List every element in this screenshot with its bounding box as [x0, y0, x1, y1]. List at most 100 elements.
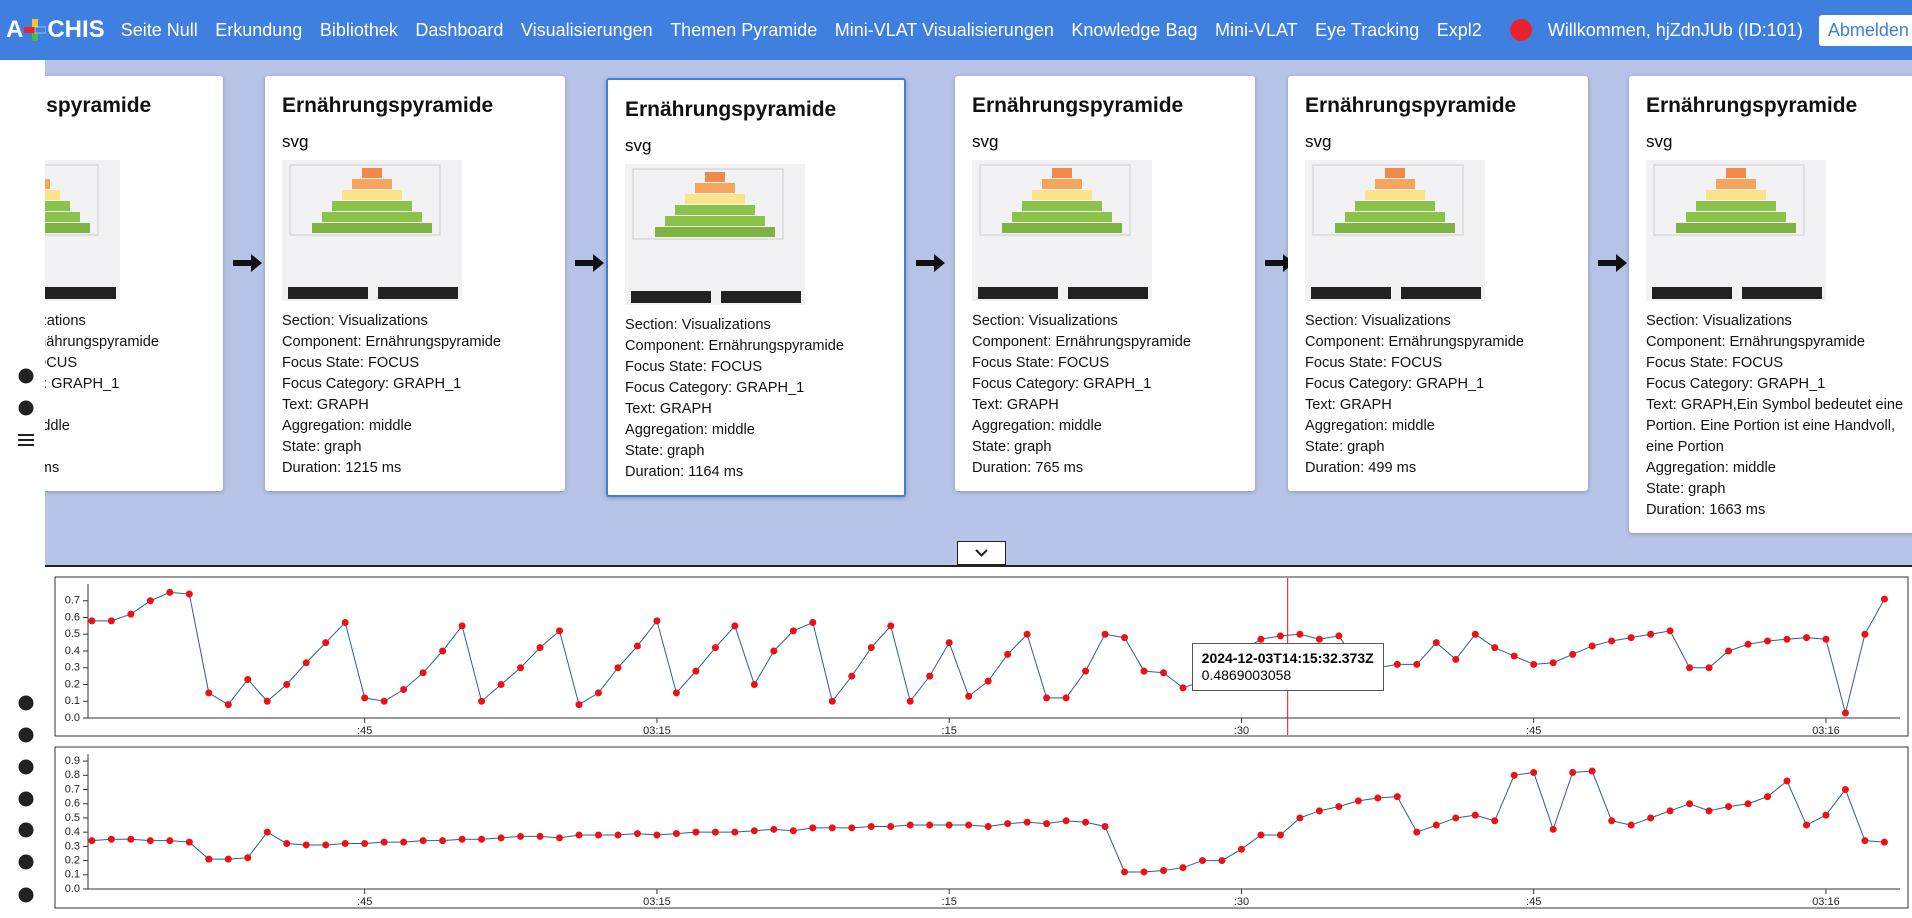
pyramid-row [1052, 168, 1072, 178]
data-point [750, 827, 758, 835]
data-point [1296, 630, 1304, 638]
data-point [867, 822, 875, 830]
card[interactable]: Ernährungspyramide svg Section: Visualizat… [45, 76, 223, 491]
card-detail: Section: Visualizations [972, 313, 1118, 329]
collapse-toggle[interactable] [957, 541, 1006, 565]
nav-link[interactable]: Knowledge Bag [1071, 19, 1198, 40]
pyramid-row [1335, 223, 1455, 233]
data-point [1549, 659, 1557, 667]
pyramid-row [655, 227, 775, 237]
data-point [1510, 652, 1518, 660]
data-point [1101, 630, 1109, 638]
data-point [1354, 797, 1362, 805]
card[interactable]: Ernährungspyramide svg Section: Visualizat… [265, 76, 565, 491]
nav-link[interactable]: Mini-VLAT [1214, 19, 1298, 40]
data-point [1257, 831, 1265, 839]
data-point [984, 822, 992, 830]
logout-button[interactable]: Abmelden [1818, 14, 1912, 46]
navbar: A CHIS Seite Null Erkundung Bibliothek Dash… [0, 0, 1912, 60]
data-point [1296, 814, 1304, 822]
card[interactable]: Ernährungspyramide svg Section: Visualizat… [606, 78, 906, 497]
nav-link[interactable]: Visualisierungen [520, 19, 653, 40]
data-point [1315, 807, 1323, 815]
data-point [1686, 664, 1694, 672]
card[interactable]: Ernährungspyramide svg Section: Visualizat… [1629, 76, 1912, 533]
data-point [302, 659, 310, 667]
pyramid-row [45, 212, 80, 222]
sidebar-icon[interactable] [18, 727, 34, 743]
tooltip: 2024-12-03T14:15:32.373Z 0.4869003058 [1191, 643, 1384, 691]
data-point [478, 697, 486, 705]
x-tick-label: 03:16 [1812, 896, 1840, 908]
sidebar-icon[interactable] [18, 695, 34, 711]
y-tick-label: 0.3 [65, 840, 80, 852]
sidebar-icon[interactable] [18, 791, 34, 807]
sidebar-icon[interactable] [18, 759, 34, 775]
x-tick-label: :45 [357, 725, 372, 737]
data-point [653, 831, 661, 839]
card[interactable]: Ernährungspyramide svg Section: Visualizat… [955, 76, 1255, 491]
x-tick-label: :45 [1526, 896, 1541, 908]
thumb-button [1401, 287, 1481, 299]
data-point [458, 835, 466, 843]
nav-link[interactable]: Dashboard [415, 19, 504, 40]
nav-link[interactable]: Eye Tracking [1315, 19, 1420, 40]
y-tick-label: 0.2 [65, 854, 80, 866]
data-point [1880, 595, 1888, 603]
logo[interactable]: A CHIS [6, 16, 105, 44]
card-title: Ernährungspyramide [625, 98, 837, 121]
data-point [1666, 807, 1674, 815]
arrow [1265, 254, 1294, 272]
nav-link[interactable]: Seite Null [120, 19, 198, 40]
data-point [497, 681, 505, 688]
data-point [1569, 650, 1577, 658]
data-point [1725, 803, 1733, 811]
sidebar-icon[interactable] [18, 400, 34, 416]
data-point [1841, 709, 1849, 717]
sidebar-icon[interactable] [18, 434, 34, 446]
data-point [361, 840, 369, 848]
data-point [1491, 817, 1499, 825]
data-point [848, 672, 856, 680]
pyramid-row [1002, 223, 1122, 233]
sidebar-icon[interactable] [18, 822, 34, 838]
chart-frame [54, 746, 1909, 909]
card-title: Ernährungspyramide [45, 94, 152, 117]
data-point [1121, 868, 1129, 876]
sidebar-icon[interactable] [18, 368, 34, 384]
chart-frame [54, 576, 1909, 737]
card-detail: Component: Ernährungspyramide [625, 338, 845, 354]
data-point [1647, 630, 1655, 638]
data-point [614, 664, 622, 672]
data-point [1705, 807, 1713, 815]
card-detail: Duration: 1663 ms [1646, 502, 1766, 518]
data-point [283, 840, 291, 848]
data-point [672, 689, 680, 697]
data-point [926, 672, 934, 680]
icon-shape [18, 695, 34, 711]
data-point [478, 835, 486, 843]
x-tick-label: :45 [1526, 725, 1541, 737]
sidebar-icon[interactable] [18, 887, 34, 903]
data-point [536, 644, 544, 652]
data-point [1647, 814, 1655, 822]
data-point [88, 837, 96, 845]
card-subtitle: svg [972, 132, 999, 151]
card-detail: Focus Category: GRAPH_1 [1305, 376, 1485, 392]
data-point [770, 647, 778, 655]
arrow-shape [233, 254, 262, 272]
x-tick-label: :30 [1234, 896, 1249, 908]
nav-link[interactable]: Themen Pyramide [670, 19, 818, 40]
card[interactable]: Ernährungspyramide svg Section: Visualizat… [1288, 76, 1588, 491]
sidebar-icon[interactable] [18, 854, 34, 870]
nav-link[interactable]: Expl2 [1436, 19, 1482, 40]
nav-link[interactable]: Erkundung [215, 19, 303, 40]
card-detail: Aggregation: middle [45, 418, 70, 434]
data-point [1062, 817, 1070, 825]
data-point [322, 841, 330, 849]
nav-link[interactable]: Mini-VLAT Visualisierungen [834, 19, 1054, 40]
nav-link[interactable]: Bibliothek [319, 19, 398, 40]
data-point [1725, 647, 1733, 655]
arrow [233, 254, 262, 272]
data-point [653, 617, 661, 625]
